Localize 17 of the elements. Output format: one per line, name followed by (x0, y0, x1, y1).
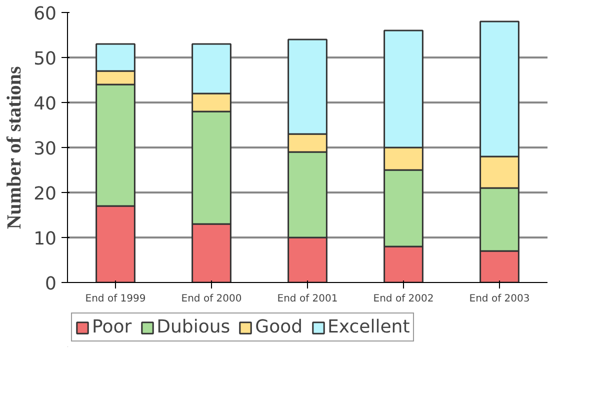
x-tick-label: End of 2001 (277, 294, 338, 304)
y-axis-title: Number of stations (4, 66, 26, 230)
legend-label: Dubious (156, 316, 230, 338)
x-tick-label: End of 2000 (181, 294, 242, 304)
y-tick-label: 20 (34, 184, 56, 204)
x-tick-label: End of 2003 (469, 294, 530, 304)
y-tick-label: 60 (34, 4, 56, 24)
x-tick-label: End of 1999 (85, 294, 146, 304)
y-tick-label: 10 (34, 228, 56, 250)
legend-label: Good (255, 316, 303, 338)
y-tick-label: 30 (34, 138, 56, 160)
y-tick-label: 40 (34, 94, 56, 114)
legend-label: Poor (92, 316, 132, 338)
x-tick-label: End of 2002 (373, 294, 434, 304)
legend-label: Excellent (328, 316, 410, 338)
y-tick-label: 0 (45, 274, 56, 294)
y-tick-label: 50 (34, 48, 56, 70)
